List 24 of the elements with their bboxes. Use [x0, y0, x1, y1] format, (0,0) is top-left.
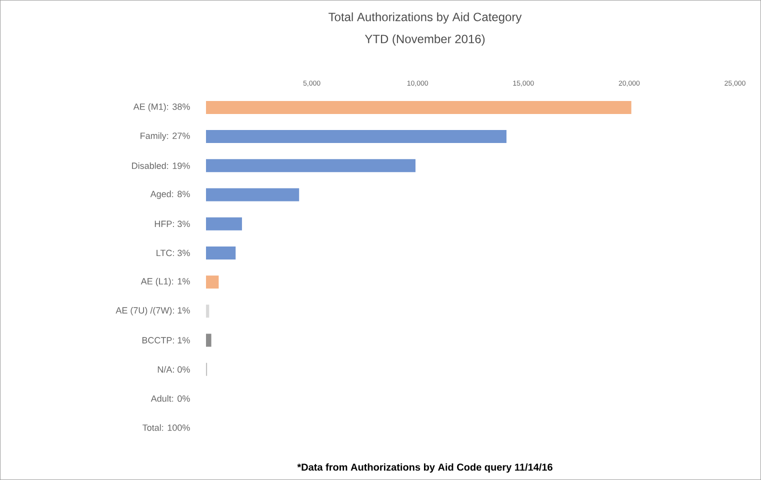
bar — [206, 159, 416, 172]
bar — [206, 334, 212, 347]
y-tick-label: Family: 27% — [140, 132, 190, 141]
bar — [206, 100, 632, 114]
bar — [206, 304, 210, 318]
bar — [206, 246, 236, 260]
chart-title: Total Authorizations by Aid Category — [328, 12, 522, 24]
bar — [206, 276, 219, 289]
y-tick-label: Total: 100% — [142, 424, 190, 431]
bar — [206, 130, 506, 144]
y-tick-label: AE (M1): 38% — [133, 103, 190, 112]
y-tick-label: HFP: 3% — [154, 220, 190, 228]
y-tick-label: AE (L1): 1% — [140, 278, 190, 286]
y-tick-label: Aged: 8% — [150, 190, 190, 199]
chart-subtitle: YTD (November 2016) — [364, 34, 485, 46]
y-tick-label: N/A: 0% — [158, 366, 190, 373]
y-tick-label: AE (7U) /(7W): 1% — [116, 306, 190, 316]
y-tick-label: BCCTP: 1% — [142, 337, 190, 344]
bar — [206, 188, 300, 202]
y-tick-label: Adult: 0% — [150, 395, 190, 402]
y-tick-label: LTC: 3% — [156, 250, 190, 256]
bar — [206, 217, 242, 230]
text: *Data from Authorizations by Aid Code query 11/14/16 — [297, 463, 552, 473]
y-tick-label: Disabled: 19% — [132, 162, 190, 169]
